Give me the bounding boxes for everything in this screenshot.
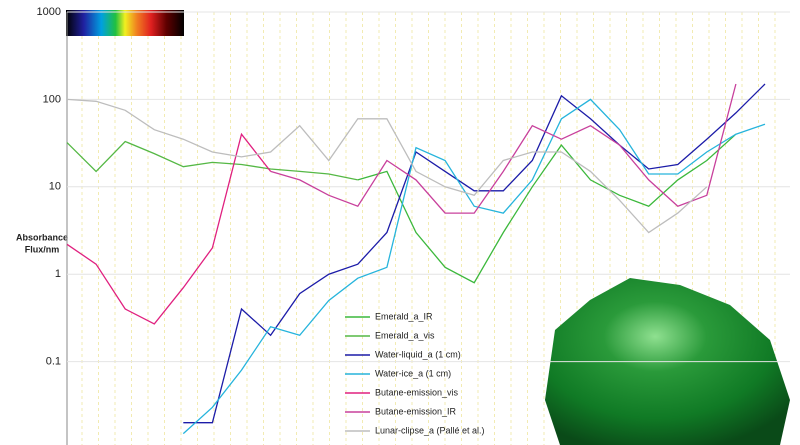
series-line: [66, 140, 358, 181]
spectrum-colorbar: [66, 10, 184, 36]
legend-label: Water-liquid_a (1 cm): [375, 349, 461, 359]
series-line: [182, 98, 766, 435]
series-line: [183, 83, 766, 424]
legend-label: Lunar-clipse_a (Pallé et al.): [375, 425, 485, 435]
y-tick-label: 100: [43, 93, 61, 105]
y-tick-label: 1000: [37, 6, 61, 18]
series-line: [270, 83, 737, 214]
y-tick-label: 10: [49, 181, 61, 193]
legend-label: Emerald_a_vis: [375, 330, 435, 340]
y-tick-label: 1: [55, 268, 61, 280]
legend-label: Butane-emission_vis: [375, 387, 459, 397]
legend-label: Water-ice_a (1 cm): [375, 368, 451, 378]
y-axis-label: Flux/nm: [25, 244, 60, 254]
y-tick-label: 0.1: [46, 356, 61, 368]
legend-label: Emerald_a_IR: [375, 311, 433, 321]
y-axis-label: Absorbance: [16, 232, 68, 242]
series-line: [66, 98, 708, 234]
series-line: [66, 132, 272, 325]
legend-label: Butane-emission_IR: [375, 406, 457, 416]
series-line: [357, 133, 737, 284]
